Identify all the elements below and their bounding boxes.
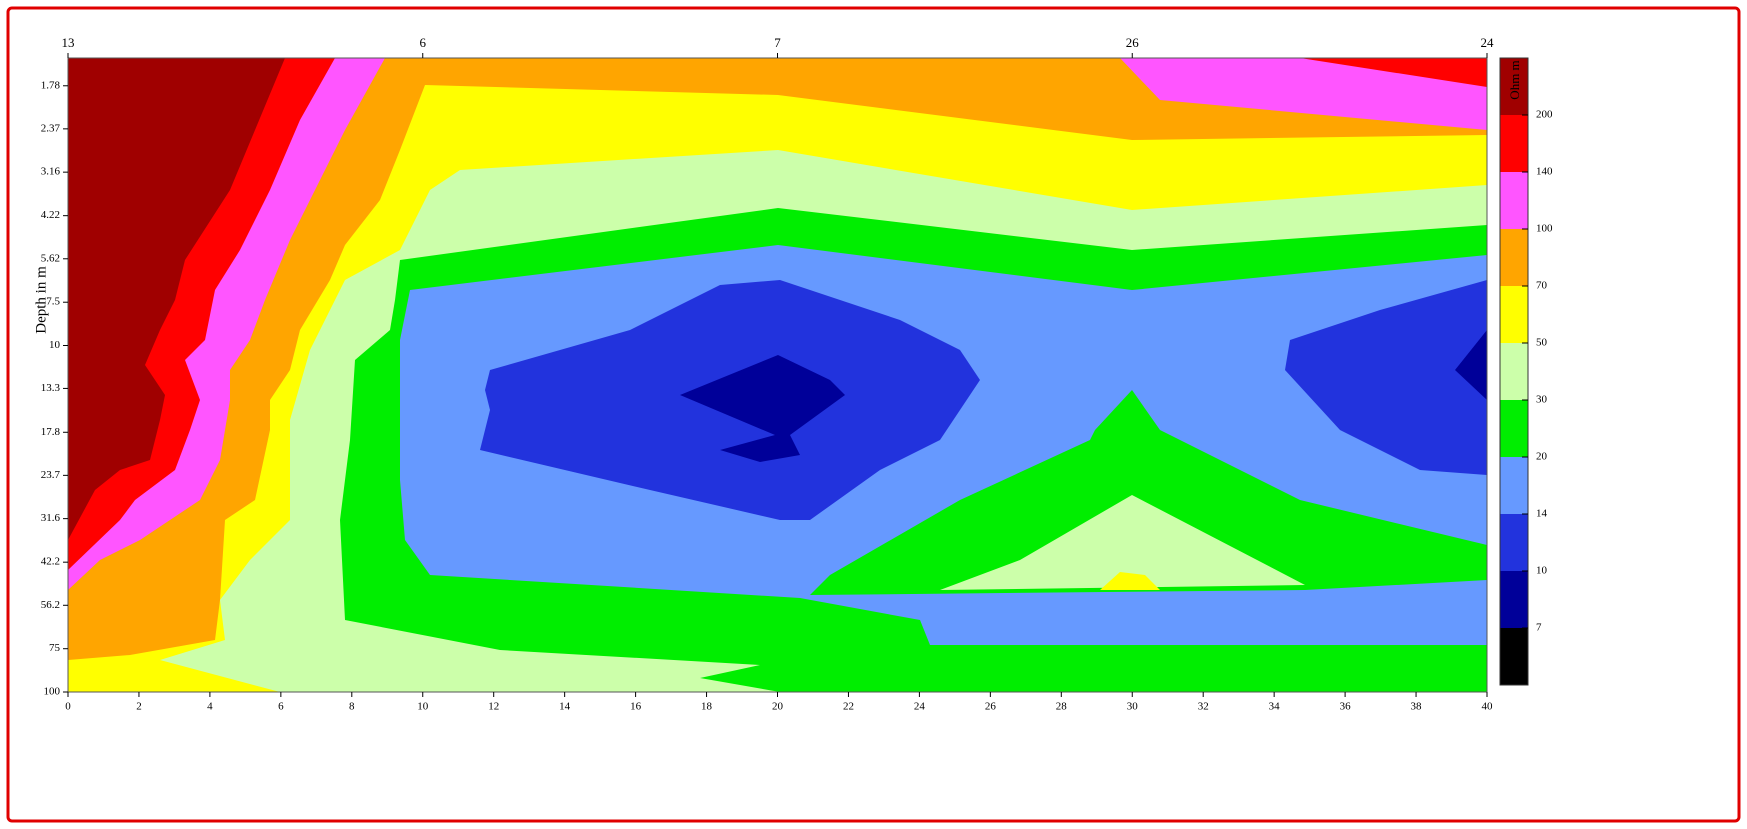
x-tick-label: 10 [417,701,429,713]
top-tick-label: 6 [420,35,427,50]
y-tick-label: 3.16 [41,166,61,178]
colorbar-label: 70 [1536,280,1548,292]
x-tick-label: 20 [772,701,784,713]
y-tick-label: 31.6 [41,512,61,524]
x-tick-label: 14 [559,701,571,713]
colorbar-label: 7 [1536,622,1542,634]
colorbar-swatch [1500,457,1528,514]
x-tick-label: 32 [1198,701,1209,713]
contour-region [1100,572,1160,590]
top-tick-label: 7 [774,35,781,50]
x-tick-label: 16 [630,701,642,713]
colorbar-swatch [1500,115,1528,172]
colorbar-swatch [1500,514,1528,571]
y-tick-label: 4.22 [41,209,60,221]
colorbar-label: 10 [1536,565,1548,577]
contour-region [810,390,1487,595]
contour-region [1120,58,1487,130]
x-tick-label: 40 [1482,701,1494,713]
colorbar-border [1499,57,1529,686]
y-tick-label: 100 [44,686,61,698]
y-tick-label: 17.8 [41,426,61,438]
y-tick-label: 56.2 [41,599,60,611]
x-tick-label: 8 [349,701,355,713]
y-tick-label: 5.62 [41,252,60,264]
colorbar-label: 14 [1536,508,1548,520]
top-tick-label: 24 [1481,35,1495,50]
top-tick-label: 13 [62,35,75,50]
x-tick-label: 24 [914,701,926,713]
colorbar-label: 100 [1536,223,1553,235]
contour-region [1285,280,1487,475]
colorbar-swatch [1500,229,1528,286]
x-tick-label: 0 [65,701,71,713]
contour-plot [68,58,1487,692]
x-tick-label: 36 [1340,701,1352,713]
colorbar-swatch [1500,58,1528,115]
top-tick-label: 26 [1126,35,1140,50]
y-axis-title: Depth in m [33,266,49,334]
y-tick-label: 23.7 [41,469,61,481]
x-tick-label: 28 [1056,701,1068,713]
y-tick-label: 7.5 [46,296,60,308]
colorbar-label: 140 [1536,166,1553,178]
colorbar-label: 200 [1536,109,1553,121]
x-tick-label: 22 [843,701,854,713]
contour-region [1300,58,1487,87]
x-tick-label: 12 [488,701,499,713]
colorbar-swatch [1500,628,1528,685]
x-tick-label: 26 [985,701,997,713]
colorbar-swatch [1500,343,1528,400]
contour-region [1455,330,1487,400]
x-tick-label: 2 [136,701,142,713]
frame [6,6,1741,823]
colorbar-title: Ohm m [1507,60,1522,99]
colorbar-swatch [1500,172,1528,229]
colorbar-label: 30 [1536,394,1548,406]
contour-region [68,58,285,540]
x-tick-label: 18 [701,701,713,713]
colorbar-swatch [1500,571,1528,628]
x-tick-label: 38 [1411,701,1423,713]
contour-region [680,355,845,462]
y-tick-label: 10 [49,339,61,351]
y-tick-label: 1.78 [41,79,61,91]
x-tick-label: 30 [1127,701,1139,713]
y-tick-label: 2.37 [41,122,61,134]
y-tick-label: 75 [49,642,61,654]
x-tick-label: 4 [207,701,213,713]
contour-region [940,495,1305,590]
y-tick-label: 13.3 [41,382,61,394]
colorbar-swatch [1500,400,1528,457]
x-tick-label: 34 [1269,701,1281,713]
colorbar-label: 20 [1536,451,1548,463]
y-tick-label: 42.2 [41,556,60,568]
colorbar-swatch [1500,286,1528,343]
colorbar-label: 50 [1536,337,1548,349]
x-tick-label: 6 [278,701,284,713]
